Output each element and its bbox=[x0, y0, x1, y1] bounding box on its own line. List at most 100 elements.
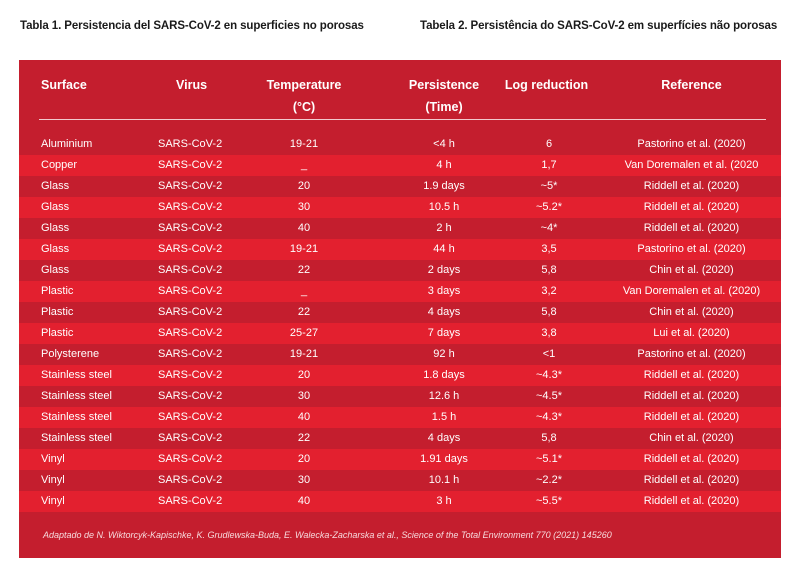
table-body: Aluminium SARS-CoV-2 19-21 <4 h 6 Pastorino e… bbox=[19, 134, 781, 512]
table-caption-portuguese: Tabela 2. Persistência do SARS-CoV-2 em … bbox=[420, 20, 778, 32]
table-row: Stainless steel SARS-CoV-2 40 1.5 h ~4.3* Rid… bbox=[19, 407, 781, 428]
cell-temperature: 22 bbox=[297, 432, 311, 444]
cell-persistence: <4 h bbox=[433, 138, 455, 150]
cell-reference: Van Doremalen et al. (2020) bbox=[622, 285, 761, 297]
cell-surface: Stainless steel bbox=[41, 432, 112, 444]
header-reference-label: Reference bbox=[661, 78, 722, 92]
cell-reference: Pastorino et al. (2020) bbox=[637, 348, 746, 360]
cell-virus: SARS-CoV-2 bbox=[158, 390, 223, 402]
cell-persistence: 44 h bbox=[433, 243, 455, 255]
cell-temperature: 22 bbox=[297, 306, 311, 318]
cell-surface: Glass bbox=[41, 222, 70, 234]
cell-surface: Glass bbox=[41, 201, 70, 213]
cell-reference: Chin et al. (2020) bbox=[649, 432, 734, 444]
cell-reference: Riddell et al. (2020) bbox=[643, 453, 740, 465]
cell-log-reduction: 3,5 bbox=[541, 243, 557, 255]
cell-surface: Stainless steel bbox=[41, 390, 112, 402]
cell-persistence: 4 days bbox=[427, 306, 461, 318]
cell-log-reduction: ~5* bbox=[540, 180, 558, 192]
cell-persistence: 3 days bbox=[427, 285, 461, 297]
cell-virus: SARS-CoV-2 bbox=[158, 432, 223, 444]
cell-reference: Pastorino et al. (2020) bbox=[637, 138, 746, 150]
table-row: Plastic SARS-CoV-2 22 4 days 5,8 Chin et al. … bbox=[19, 302, 781, 323]
cell-temperature: 40 bbox=[297, 411, 311, 423]
cell-virus: SARS-CoV-2 bbox=[158, 348, 223, 360]
cell-surface: Stainless steel bbox=[41, 369, 112, 381]
cell-temperature: 40 bbox=[297, 222, 311, 234]
cell-virus: SARS-CoV-2 bbox=[158, 180, 223, 192]
cell-log-reduction: 1,7 bbox=[541, 159, 557, 171]
cell-surface: Vinyl bbox=[41, 453, 65, 465]
table-row: Glass SARS-CoV-2 20 1.9 days ~5* Riddell et a… bbox=[19, 176, 781, 197]
table-row: Plastic SARS-CoV-2 _ 3 days 3,2 Van Doremalen… bbox=[19, 281, 781, 302]
cell-reference: Riddell et al. (2020) bbox=[643, 180, 740, 192]
cell-temperature: 30 bbox=[297, 390, 311, 402]
cell-surface: Polysterene bbox=[41, 348, 100, 360]
header-divider bbox=[39, 119, 766, 120]
cell-reference: Riddell et al. (2020) bbox=[643, 201, 740, 213]
table-row: Stainless steel SARS-CoV-2 30 12.6 h ~4.5* Ri… bbox=[19, 386, 781, 407]
cell-surface: Glass bbox=[41, 180, 70, 192]
cell-persistence: 4 h bbox=[436, 159, 452, 171]
cell-log-reduction: 3,2 bbox=[541, 285, 557, 297]
cell-virus: SARS-CoV-2 bbox=[158, 474, 223, 486]
cell-persistence: 3 h bbox=[436, 495, 452, 507]
table-row: Aluminium SARS-CoV-2 19-21 <4 h 6 Pastorino e… bbox=[19, 134, 781, 155]
cell-persistence: 7 days bbox=[427, 327, 461, 339]
header-virus-label: Virus bbox=[176, 78, 208, 92]
cell-temperature: 20 bbox=[297, 180, 311, 192]
cell-surface: Plastic bbox=[41, 306, 74, 318]
cell-reference: Riddell et al. (2020) bbox=[643, 474, 740, 486]
cell-surface: Copper bbox=[41, 159, 78, 171]
cell-log-reduction: ~4.5* bbox=[536, 390, 562, 402]
table-row: Glass SARS-CoV-2 22 2 days 5,8 Chin et al. (2… bbox=[19, 260, 781, 281]
header-temperature-unit: (°C) bbox=[292, 100, 316, 114]
cell-reference: Chin et al. (2020) bbox=[649, 306, 734, 318]
cell-reference: Riddell et al. (2020) bbox=[643, 495, 740, 507]
header-virus: Virus bbox=[176, 74, 207, 96]
cell-virus: SARS-CoV-2 bbox=[158, 264, 223, 276]
cell-temperature: 19-21 bbox=[289, 348, 319, 360]
header-persistence-unit: (Time) bbox=[425, 100, 463, 114]
cell-surface: Glass bbox=[41, 264, 70, 276]
header-surface: Surface bbox=[41, 74, 87, 96]
header-log-reduction-label: Log reduction bbox=[504, 78, 589, 92]
cell-log-reduction: ~4.3* bbox=[536, 411, 562, 423]
cell-persistence: 1.91 days bbox=[420, 453, 468, 465]
cell-log-reduction: <1 bbox=[542, 348, 556, 360]
cell-reference: Riddell et al. (2020) bbox=[643, 369, 740, 381]
table-row: Vinyl SARS-CoV-2 40 3 h ~5.5* Riddell et al. … bbox=[19, 491, 781, 512]
cell-surface: Vinyl bbox=[41, 495, 65, 507]
cell-virus: SARS-CoV-2 bbox=[158, 222, 223, 234]
cell-temperature: 22 bbox=[297, 264, 311, 276]
cell-virus: SARS-CoV-2 bbox=[158, 453, 223, 465]
cell-persistence: 1.9 days bbox=[423, 180, 465, 192]
table-row: Glass SARS-CoV-2 30 10.5 h ~5.2* Riddell et a… bbox=[19, 197, 781, 218]
cell-persistence: 2 days bbox=[427, 264, 461, 276]
cell-surface: Vinyl bbox=[41, 474, 65, 486]
header-persistence-label: Persistence bbox=[408, 78, 480, 92]
cell-log-reduction: ~5.1* bbox=[536, 453, 562, 465]
cell-log-reduction: ~4.3* bbox=[536, 369, 562, 381]
table-row: Plastic SARS-CoV-2 25-27 7 days 3,8 Lui et al… bbox=[19, 323, 781, 344]
cell-temperature: 30 bbox=[297, 474, 311, 486]
cell-virus: SARS-CoV-2 bbox=[158, 243, 223, 255]
cell-persistence: 2 h bbox=[436, 222, 452, 234]
table-header: Surface Virus Temperature (°C) Persisten… bbox=[19, 60, 781, 120]
cell-persistence: 1.5 h bbox=[431, 411, 457, 423]
cell-virus: SARS-CoV-2 bbox=[158, 327, 223, 339]
cell-temperature: 19-21 bbox=[289, 138, 319, 150]
cell-log-reduction: 6 bbox=[545, 138, 553, 150]
table-row: Copper SARS-CoV-2 _ 4 h 1,7 Van Doremalen et … bbox=[19, 155, 781, 176]
cell-virus: SARS-CoV-2 bbox=[158, 201, 223, 213]
cell-log-reduction: 5,8 bbox=[541, 264, 557, 276]
cell-temperature: 20 bbox=[297, 369, 311, 381]
cell-virus: SARS-CoV-2 bbox=[158, 369, 223, 381]
cell-persistence: 12.6 h bbox=[428, 390, 460, 402]
cell-surface: Plastic bbox=[41, 327, 74, 339]
cell-temperature: _ bbox=[300, 159, 308, 171]
table-row: Stainless steel SARS-CoV-2 22 4 days 5,8 Chin… bbox=[19, 428, 781, 449]
cell-surface: Glass bbox=[41, 243, 70, 255]
cell-log-reduction: 3,8 bbox=[541, 327, 557, 339]
cell-surface: Stainless steel bbox=[41, 411, 112, 423]
